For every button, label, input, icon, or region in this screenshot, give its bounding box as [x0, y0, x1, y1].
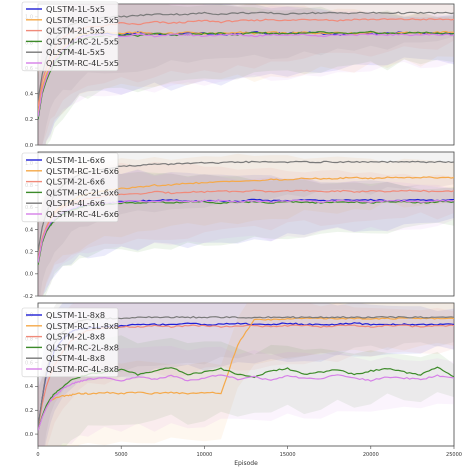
y-tick-label: 0.2 — [25, 249, 33, 255]
series-line-QLSTM-RC-2L-8x8 — [38, 366, 454, 431]
legend-label: QLSTM-RC-2L-8x8 — [46, 342, 119, 352]
legend-label: QLSTM-4L-6x6 — [46, 198, 105, 208]
legend-box — [21, 307, 119, 378]
series-band-5 — [38, 152, 454, 296]
legend-label: QLSTM-RC-2L-6x6 — [46, 187, 119, 197]
series-band-1 — [38, 4, 454, 145]
legend-label: QLSTM-RC-4L-8x8 — [46, 364, 119, 374]
plot-body — [38, 152, 454, 296]
legend-label: QLSTM-4L-5x5 — [46, 47, 105, 57]
y-tick-label: -0.2 — [23, 294, 33, 300]
legend-label: QLSTM-1L-5x5 — [46, 4, 105, 14]
legend-label: QLSTM-RC-1L-8x8 — [46, 321, 119, 331]
series-band-3 — [38, 303, 454, 446]
series-band-2 — [38, 4, 454, 145]
legend-label: QLSTM-1L-6x6 — [46, 155, 105, 165]
series-line-QLSTM-RC-1L-8x8 — [38, 317, 454, 430]
y-tick-label: 0.2 — [25, 117, 33, 123]
legend-label: QLSTM-1L-8x8 — [46, 310, 105, 320]
plot-body — [38, 4, 454, 145]
legend-label: QLSTM-RC-2L-5x5 — [46, 36, 119, 46]
legend-box — [21, 1, 119, 72]
series-band-2 — [38, 153, 454, 296]
legend-label: QLSTM-2L-5x5 — [46, 26, 105, 36]
series-band-6 — [38, 4, 454, 145]
legend: QLSTM-1L-8x8QLSTM-RC-1L-8x8QLSTM-2L-8x8Q… — [21, 307, 119, 378]
legend-label: QLSTM-RC-4L-5x5 — [46, 58, 119, 68]
series-band-1 — [38, 303, 454, 446]
y-tick-label: 0.0 — [25, 432, 33, 438]
x-tick-label: 5000 — [115, 452, 128, 458]
legend: QLSTM-1L-5x5QLSTM-RC-1L-5x5QLSTM-2L-5x5Q… — [21, 1, 119, 72]
series-band-4 — [38, 335, 454, 446]
chart-panel-3: 0.00.20.40.60.81.00500010000150002000025… — [21, 302, 462, 467]
series-line-QLSTM-RC-4L-8x8 — [38, 374, 454, 431]
legend-label: QLSTM-RC-1L-6x6 — [46, 166, 119, 176]
x-axis-label: Episode — [234, 460, 258, 467]
series-band-6 — [38, 343, 454, 446]
y-tick-label: 0.0 — [25, 272, 33, 278]
legend-label: QLSTM-RC-4L-6x6 — [46, 209, 119, 219]
legend-label: QLSTM-2L-8x8 — [46, 332, 105, 342]
chart-panel-2: -0.20.00.20.40.60.81.0QLSTM-1L-6x6QLSTM-… — [21, 151, 455, 300]
y-tick-label: 0.4 — [25, 92, 33, 98]
legend: QLSTM-1L-6x6QLSTM-RC-1L-6x6QLSTM-2L-6x6Q… — [21, 152, 119, 223]
series-band-5 — [38, 303, 454, 446]
chart-panel-1: 0.00.20.40.60.81.0QLSTM-1L-5x5QLSTM-RC-1… — [21, 1, 455, 149]
y-tick-label: 0.4 — [25, 384, 33, 390]
series-band-4 — [38, 4, 454, 145]
legend-label: QLSTM-2L-6x6 — [46, 177, 105, 187]
series-band-2 — [38, 303, 454, 446]
series-band-3 — [38, 4, 454, 145]
x-tick-label: 25000 — [446, 452, 462, 458]
series-band-5 — [38, 4, 454, 145]
x-tick-label: 10000 — [196, 452, 212, 458]
legend-label: QLSTM-4L-8x8 — [46, 353, 105, 363]
y-tick-label: 0.0 — [25, 143, 33, 149]
x-tick-label: 0 — [36, 452, 39, 458]
y-tick-label: 0.2 — [25, 408, 33, 414]
plot-body — [38, 303, 454, 446]
y-tick-label: 0.4 — [25, 227, 33, 233]
legend-label: QLSTM-RC-1L-5x5 — [46, 15, 119, 25]
x-tick-label: 20000 — [363, 452, 379, 458]
legend-box — [21, 152, 119, 223]
x-tick-label: 15000 — [280, 452, 296, 458]
series-band-3 — [38, 161, 454, 296]
